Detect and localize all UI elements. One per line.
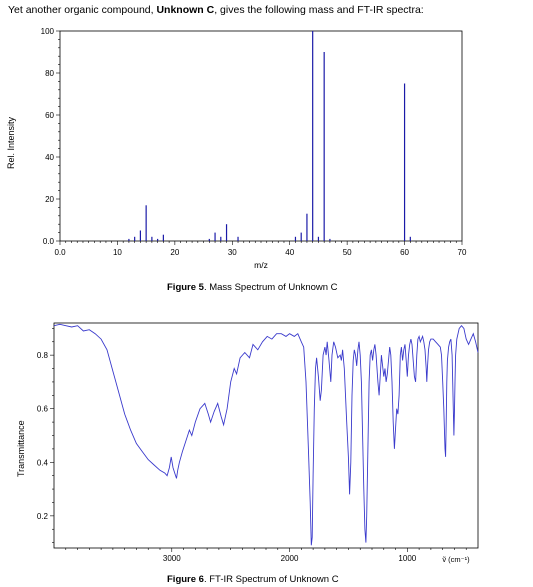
ir-axes: 3000 2000 1000 0.2 0.4 0.6 0.8	[37, 322, 479, 563]
figure-6-text: . FT-IR Spectrum of Unknown C	[203, 574, 339, 585]
ms-y-tick-label: 40	[45, 153, 54, 162]
ir-x-tick-label: 1000	[398, 554, 416, 563]
ir-x-tick-label: 3000	[163, 554, 181, 563]
ir-series-line	[53, 323, 479, 546]
ms-x-axis-label: m/z	[254, 260, 268, 270]
ms-bars	[128, 31, 411, 241]
intro-suffix: , gives the following mass and FT-IR spe…	[214, 4, 424, 16]
ms-x-tick-label: 30	[228, 248, 237, 257]
ms-y-tick-label: 60	[45, 111, 54, 120]
figure-5-caption: Figure 5. Mass Spectrum of Unknown C	[167, 282, 338, 293]
ms-x-tick-label: 50	[343, 248, 352, 257]
ms-y-tick-label: 100	[41, 27, 55, 36]
ms-x-tick-label: 10	[113, 248, 122, 257]
ms-x-tick-label: 40	[285, 248, 294, 257]
mass-spectrum-chart: 0.0 10 20 30 40 50 60 70 0.0 20 40 60 80 100 m/z	[41, 27, 467, 270]
ms-x-tick-label: 70	[458, 248, 467, 257]
ir-plot-frame	[53, 322, 479, 549]
ms-axes: 0.0 10 20 30 40 50 60 70 0.0 20 40 60 80 100	[41, 27, 467, 257]
ms-x-tick-label: 0.0	[54, 248, 66, 257]
ir-y-tick-label: 0.6	[37, 405, 49, 414]
ms-x-tick-label: 20	[170, 248, 179, 257]
ir-x-tick-label: 2000	[281, 554, 299, 563]
intro-compound: Unknown C	[156, 4, 215, 16]
ir-y-tick-label: 0.4	[37, 458, 49, 467]
figure-5-label: Figure 5	[167, 282, 204, 293]
ms-x-tick-label: 60	[400, 248, 409, 257]
ms-y-tick-label: 80	[45, 69, 54, 78]
ms-y-tick-label: 20	[45, 195, 54, 204]
figure-6-label: Figure 6	[167, 574, 204, 585]
ir-y-tick-label: 0.8	[37, 351, 49, 360]
intro-prefix: Yet another organic compound,	[8, 4, 157, 16]
ms-y-tick-label: 0.0	[43, 237, 55, 246]
intro-sentence: Yet another organic compound, Unknown C,…	[8, 4, 424, 16]
ir-x-axis-label: ṽ (cm⁻¹)	[442, 555, 470, 564]
figure-6-caption: Figure 6. FT-IR Spectrum of Unknown C	[167, 574, 339, 585]
ir-y-tick-label: 0.2	[37, 512, 49, 521]
figure-5-text: . Mass Spectrum of Unknown C	[203, 282, 338, 293]
